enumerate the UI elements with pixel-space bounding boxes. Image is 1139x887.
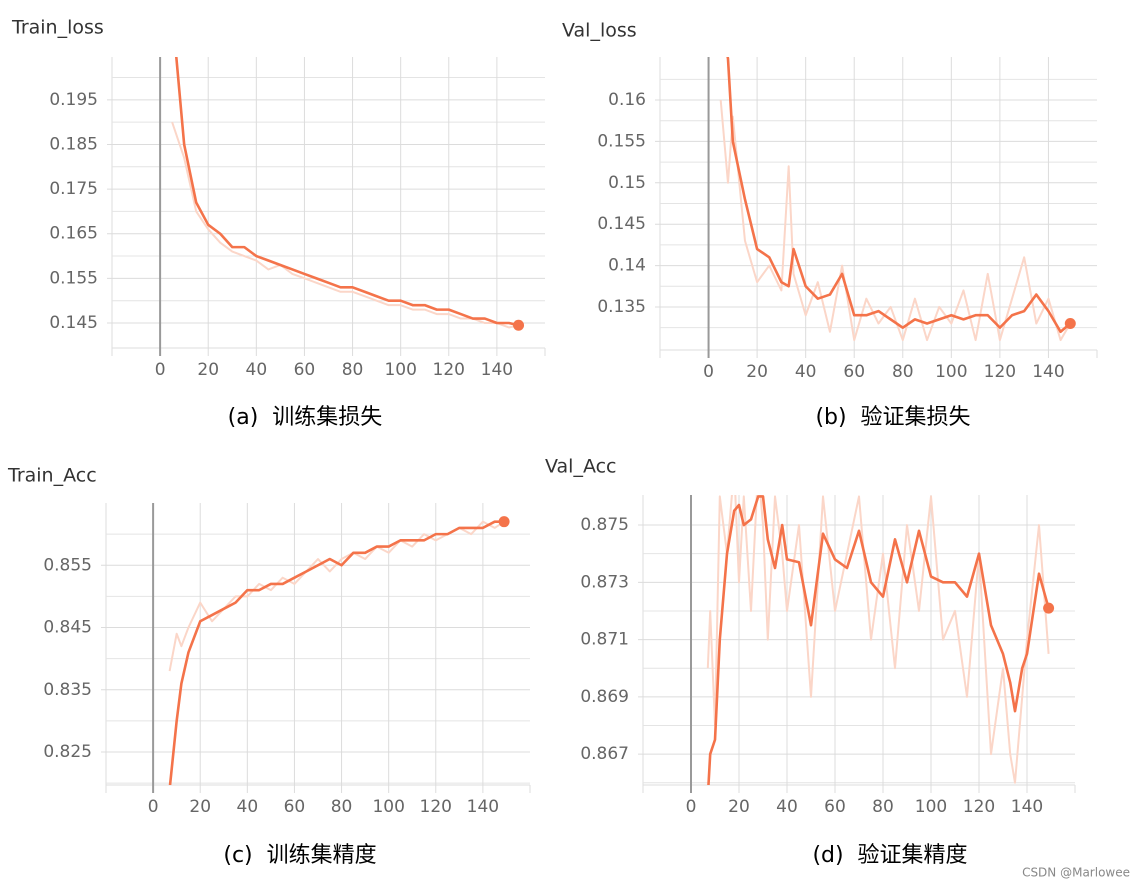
y-tick-label: 0.845 xyxy=(43,618,92,638)
y-tick-label: 0.15 xyxy=(608,173,646,193)
plot-lines xyxy=(719,57,1072,342)
x-tick-label: 20 xyxy=(746,362,768,382)
y-tick-label: 0.855 xyxy=(43,555,92,575)
x-tick-label: 0 xyxy=(703,362,714,382)
chart-title: Train_Acc xyxy=(7,465,97,487)
x-tick-label: 20 xyxy=(189,797,211,817)
x-tick-label: 140 xyxy=(1032,362,1064,382)
y-tick-label: 0.16 xyxy=(608,90,646,110)
caption: (a) 训练集损失 xyxy=(228,405,383,430)
y-tick-label: 0.871 xyxy=(580,630,629,650)
plot-lines xyxy=(171,57,519,329)
y-tick-label: 0.135 xyxy=(597,297,646,317)
x-tick-label: 20 xyxy=(728,797,750,817)
x-tick-label: 40 xyxy=(246,360,268,380)
x-tick-label: 100 xyxy=(935,362,967,382)
x-tick-label: 100 xyxy=(915,797,947,817)
caption: (b) 验证集损失 xyxy=(815,405,970,430)
chart-panel: Train_loss (a) 训练集损失 0.145 0.155 0.165 0.175 0… xyxy=(11,17,546,430)
last-point xyxy=(513,319,525,331)
y-tick-label: 0.175 xyxy=(49,179,98,199)
last-point xyxy=(1064,318,1076,330)
chart-title: Train_loss xyxy=(11,17,104,39)
x-tick-label: 60 xyxy=(824,797,846,817)
last-point xyxy=(498,516,510,528)
x-tick-label: 140 xyxy=(1011,797,1043,817)
y-tick-label: 0.165 xyxy=(49,224,98,244)
y-tick-label: 0.155 xyxy=(597,131,646,151)
x-tick-label: 140 xyxy=(481,360,513,380)
series-line xyxy=(706,495,1050,784)
y-tick-label: 0.875 xyxy=(580,515,629,535)
x-tick-label: 40 xyxy=(776,797,798,817)
y-tick-label: 0.195 xyxy=(49,90,98,110)
chart-panel: Val_loss (b) 验证集损失 0.135 0.14 0.145 0.15 0.155… xyxy=(562,20,1098,430)
chart-title: Val_Acc xyxy=(545,456,617,478)
x-tick-label: 60 xyxy=(284,797,306,817)
y-tick-label: 0.185 xyxy=(49,134,98,154)
series-line xyxy=(171,121,519,329)
x-tick-label: 0 xyxy=(686,797,697,817)
x-tick-label: 0 xyxy=(148,797,159,817)
x-tick-label: 60 xyxy=(843,362,865,382)
caption: (d) 验证集精度 xyxy=(812,843,967,868)
y-tick-label: 0.835 xyxy=(43,680,92,700)
x-tick-label: 20 xyxy=(197,360,219,380)
watermark: CSDN @Marlowee xyxy=(1022,866,1130,880)
series-line xyxy=(168,520,505,785)
plot-lines xyxy=(706,495,1050,785)
y-tick-label: 0.873 xyxy=(580,572,629,592)
chart-title: Val_loss xyxy=(562,20,637,42)
chart-panel: Train_Acc (c) 训练集精度 0.825 0.835 0.845 0.855 0 2… xyxy=(7,465,531,868)
y-tick-label: 0.155 xyxy=(49,268,98,288)
x-tick-label: 80 xyxy=(331,797,353,817)
x-tick-label: 140 xyxy=(467,797,499,817)
y-tick-label: 0.14 xyxy=(608,256,646,276)
series-line xyxy=(726,57,1072,334)
chart-panel: Val_Acc (d) 验证集精度 0.867 0.869 0.871 0.873 0.87… xyxy=(545,456,1076,868)
x-tick-label: 40 xyxy=(237,797,259,817)
series-line xyxy=(175,57,519,327)
caption: (c) 训练集精度 xyxy=(223,843,376,868)
x-tick-label: 100 xyxy=(384,360,416,380)
x-tick-label: 120 xyxy=(420,797,452,817)
x-tick-label: 80 xyxy=(872,797,894,817)
y-tick-label: 0.825 xyxy=(43,742,92,762)
y-tick-label: 0.145 xyxy=(49,313,98,333)
y-tick-label: 0.867 xyxy=(580,744,629,764)
x-tick-label: 80 xyxy=(892,362,914,382)
x-tick-label: 80 xyxy=(342,360,364,380)
x-tick-label: 60 xyxy=(294,360,316,380)
last-point xyxy=(1043,602,1055,614)
series-line xyxy=(719,99,1072,342)
x-tick-label: 120 xyxy=(984,362,1016,382)
x-tick-label: 120 xyxy=(433,360,465,380)
x-tick-label: 120 xyxy=(963,797,995,817)
x-tick-label: 0 xyxy=(155,360,166,380)
x-tick-label: 40 xyxy=(795,362,817,382)
y-tick-label: 0.145 xyxy=(597,214,646,234)
plot-lines xyxy=(168,520,505,785)
x-tick-label: 100 xyxy=(372,797,404,817)
y-tick-label: 0.869 xyxy=(580,687,629,707)
series-line xyxy=(707,495,1050,785)
